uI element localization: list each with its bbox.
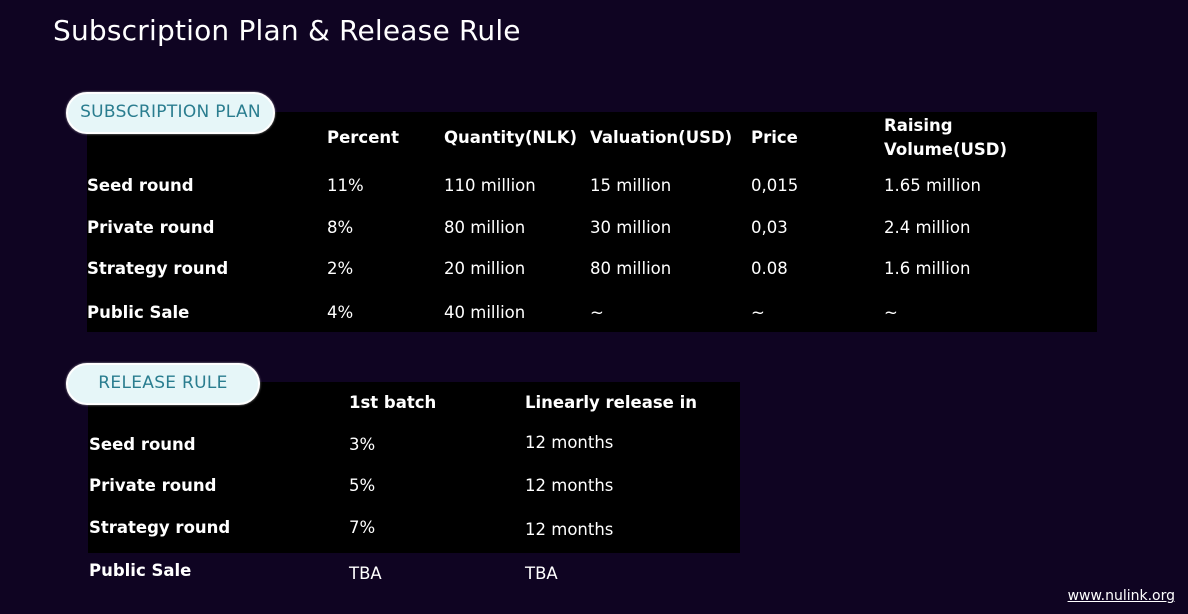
header-percent: Percent bbox=[327, 128, 400, 147]
table-cell-percent: 8% bbox=[327, 218, 354, 237]
table-row-name: Strategy round bbox=[87, 259, 229, 278]
table-cell-raising: 1.6 million bbox=[884, 259, 971, 278]
table-cell-price: ~ bbox=[751, 303, 765, 322]
table-cell-raising: 2.4 million bbox=[884, 218, 971, 237]
header-raising-line1: Raising bbox=[884, 116, 953, 135]
website-link[interactable]: www.nulink.org bbox=[1067, 588, 1175, 604]
release-table bbox=[88, 382, 740, 553]
table-cell-linear: TBA bbox=[525, 564, 558, 583]
table-cell-quantity: 80 million bbox=[444, 218, 526, 237]
table-row-name: Private round bbox=[87, 218, 215, 237]
table-cell-valuation: 15 million bbox=[590, 176, 672, 195]
table-cell-quantity: 110 million bbox=[444, 176, 536, 195]
header-linear-release: Linearly release in bbox=[525, 393, 698, 412]
table-cell-linear: 12 months bbox=[525, 433, 614, 452]
page-title: Subscription Plan & Release Rule bbox=[53, 14, 521, 47]
header-raising-line2: Volume(USD) bbox=[884, 140, 1008, 159]
subscription-table bbox=[87, 112, 1097, 332]
table-cell-percent: 4% bbox=[327, 303, 354, 322]
table-cell-percent: 11% bbox=[327, 176, 364, 195]
table-cell-price: 0,015 bbox=[751, 176, 799, 195]
subscription-plan-label: SUBSCRIPTION PLAN bbox=[66, 92, 275, 134]
table-row-name: Private round bbox=[89, 476, 217, 495]
table-cell-valuation: 80 million bbox=[590, 259, 672, 278]
header-valuation: Valuation(USD) bbox=[590, 128, 733, 147]
table-cell-raising: 1.65 million bbox=[884, 176, 981, 195]
table-cell-linear: 12 months bbox=[525, 476, 614, 495]
table-cell-price: 0.08 bbox=[751, 259, 788, 278]
header-price: Price bbox=[751, 128, 798, 147]
table-cell-linear: 12 months bbox=[525, 520, 614, 539]
table-cell-batch: 3% bbox=[349, 435, 376, 454]
table-cell-valuation: ~ bbox=[590, 303, 604, 322]
release-rule-label: RELEASE RULE bbox=[66, 363, 260, 405]
header-quantity: Quantity(NLK) bbox=[444, 128, 578, 147]
table-cell-raising: ~ bbox=[884, 303, 898, 322]
table-row-name: Public Sale bbox=[87, 303, 190, 322]
table-row-name: Seed round bbox=[89, 435, 196, 454]
table-cell-batch: TBA bbox=[349, 564, 382, 583]
table-cell-quantity: 40 million bbox=[444, 303, 526, 322]
table-cell-valuation: 30 million bbox=[590, 218, 672, 237]
table-row-name: Strategy round bbox=[89, 518, 231, 537]
table-row-name: Public Sale bbox=[89, 561, 192, 580]
table-cell-batch: 5% bbox=[349, 476, 376, 495]
table-row-name: Seed round bbox=[87, 176, 194, 195]
header-first-batch: 1st batch bbox=[349, 393, 437, 412]
table-cell-quantity: 20 million bbox=[444, 259, 526, 278]
table-cell-price: 0,03 bbox=[751, 218, 788, 237]
table-cell-percent: 2% bbox=[327, 259, 354, 278]
table-cell-batch: 7% bbox=[349, 518, 376, 537]
